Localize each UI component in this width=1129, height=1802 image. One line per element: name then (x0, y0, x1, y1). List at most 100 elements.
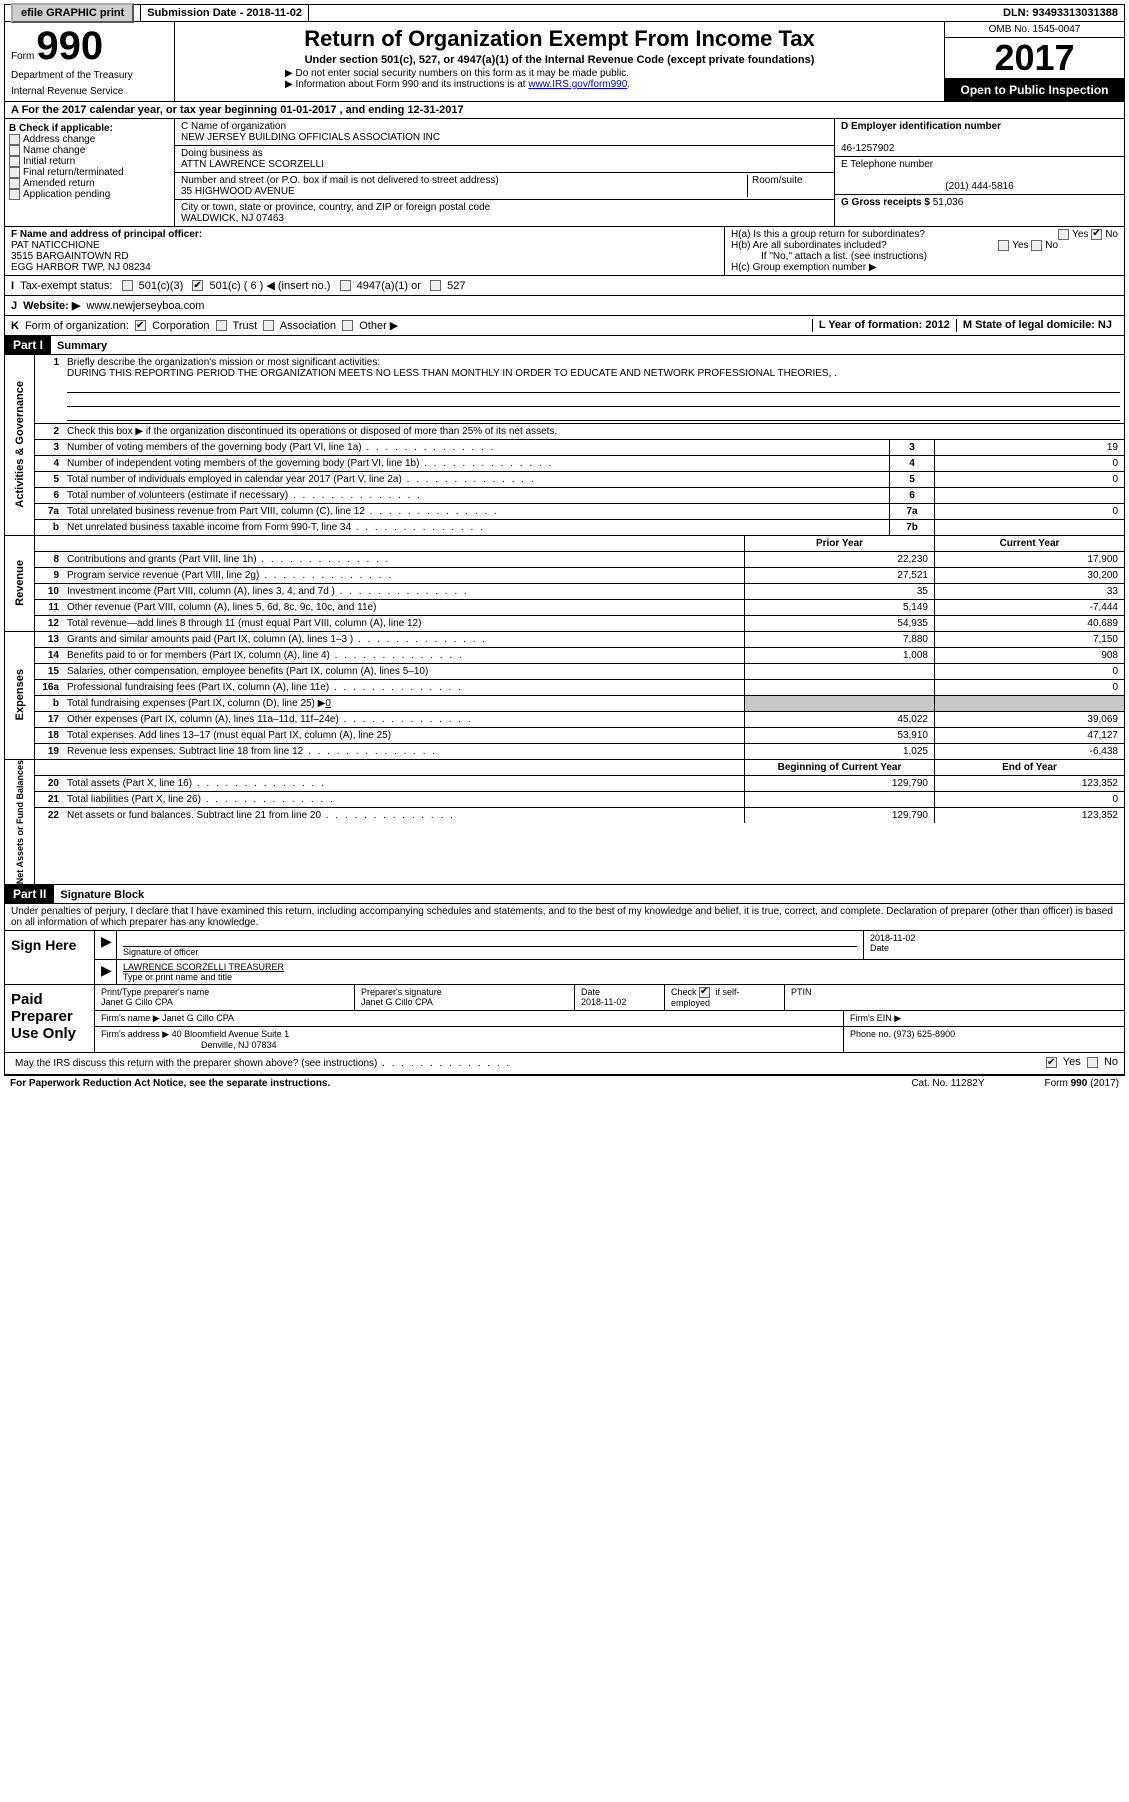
room-label: Room/suite (748, 175, 828, 197)
c-name-label: C Name of organization (181, 121, 286, 132)
side-netassets: Net Assets or Fund Balances (15, 760, 25, 884)
omb-number: OMB No. 1545-0047 (945, 22, 1124, 38)
bullet-ssn: ▶ Do not enter social security numbers o… (285, 68, 934, 79)
checkbox-checked[interactable] (699, 987, 710, 998)
phone: (201) 444-5816 (841, 181, 1118, 192)
checkbox[interactable] (9, 156, 20, 167)
paid-preparer-label: Paid Preparer Use Only (5, 985, 95, 1052)
hdr-curr: Current Year (934, 536, 1124, 551)
l18: Total expenses. Add lines 13–17 (must eq… (63, 728, 744, 743)
officer-addr2: EGG HARBOR TWP, NJ 08234 (11, 262, 151, 273)
checkbox-checked[interactable] (135, 320, 146, 331)
v3: 19 (934, 440, 1124, 455)
gross-receipts: 51,036 (933, 197, 964, 208)
l12: Total revenue—add lines 8 through 11 (mu… (63, 616, 744, 631)
sect-net-assets: Net Assets or Fund Balances Beginning of… (4, 760, 1125, 885)
checkbox[interactable] (342, 320, 353, 331)
irs-link[interactable]: www.IRS.gov/form990 (528, 79, 627, 90)
penalty-statement: Under penalties of perjury, I declare th… (4, 904, 1125, 931)
dept-treasury: Department of the Treasury (11, 70, 168, 81)
page-footer: For Paperwork Reduction Act Notice, see … (4, 1075, 1125, 1091)
open-inspection: Open to Public Inspection (945, 79, 1124, 101)
subtitle: Under section 501(c), 527, or 4947(a)(1)… (185, 54, 934, 66)
part2-header: Part IISignature Block (4, 885, 1125, 904)
ein: 46-1257902 (841, 143, 894, 154)
website: www.newjerseyboa.com (86, 300, 204, 312)
dba: ATTN LAWRENCE SCORZELLI (181, 159, 324, 170)
l1-label: Briefly describe the organization's miss… (67, 357, 380, 368)
checkbox[interactable] (9, 167, 20, 178)
arrow-icon: ▶ (101, 962, 112, 978)
v5: 0 (934, 472, 1124, 487)
sect-expenses: Expenses 13Grants and similar amounts pa… (4, 632, 1125, 760)
year-formation: L Year of formation: 2012 (812, 319, 956, 332)
hc-label: H(c) Group exemption number ▶ (731, 262, 1118, 273)
l16b: Total fundraising expenses (Part IX, col… (63, 696, 744, 711)
sign-here-block: Sign Here ▶ Signature of officer 2018-11… (4, 931, 1125, 985)
checkbox[interactable] (1087, 1057, 1098, 1068)
officer-addr1: 3515 BARGAINTOWN RD (11, 251, 129, 262)
e-label: E Telephone number (841, 159, 933, 170)
checkbox[interactable] (340, 280, 351, 291)
main-title: Return of Organization Exempt From Incom… (185, 26, 934, 52)
preparer-date: 2018-11-02 (581, 997, 626, 1007)
form-id: Form 990 (2017) (1045, 1078, 1119, 1089)
topbar: efile GRAPHIC print Submission Date - 20… (4, 4, 1125, 22)
checkbox[interactable] (1058, 229, 1069, 240)
hdr-end: End of Year (934, 760, 1124, 775)
preparer-name: Janet G Cillo CPA (101, 997, 173, 1007)
checkbox[interactable] (9, 134, 20, 145)
l20: Total assets (Part X, line 16) (63, 776, 744, 791)
checkbox-checked[interactable] (1091, 229, 1102, 240)
irs: Internal Revenue Service (11, 86, 168, 97)
l17: Other expenses (Part IX, column (A), lin… (63, 712, 744, 727)
officer-name: PAT NATICCHIONE (11, 240, 100, 251)
g-label: G Gross receipts $ (841, 197, 930, 208)
ha-label: H(a) Is this a group return for subordin… (731, 229, 925, 240)
print-name-label: Type or print name and title (123, 972, 232, 982)
checkbox-checked[interactable] (1046, 1057, 1057, 1068)
sect-activities: Activities & Governance 1 Briefly descri… (4, 355, 1125, 536)
checkbox[interactable] (998, 240, 1009, 251)
checkbox-checked[interactable] (192, 280, 203, 291)
h-note: If "No," attach a list. (see instruction… (731, 251, 1118, 262)
row-i: ITax-exempt status: 501(c)(3) 501(c) ( 6… (4, 276, 1125, 296)
side-revenue: Revenue (14, 560, 26, 606)
sign-here-label: Sign Here (5, 931, 95, 984)
sig-date: 2018-11-02 (870, 933, 915, 943)
side-activities: Activities & Governance (14, 381, 26, 508)
hdr-prior: Prior Year (744, 536, 934, 551)
addr-label: Number and street (or P.O. box if mail i… (181, 175, 499, 186)
l19: Revenue less expenses. Subtract line 18 … (63, 744, 744, 759)
side-expenses: Expenses (14, 669, 26, 720)
checkbox[interactable] (1031, 240, 1042, 251)
checkbox[interactable] (430, 280, 441, 291)
l11: Other revenue (Part VIII, column (A), li… (63, 600, 744, 615)
form-number: 990 (36, 26, 103, 66)
date-label: Date (870, 943, 889, 953)
cat-no: Cat. No. 11282Y (911, 1078, 984, 1089)
firm-ein-label: Firm's EIN ▶ (850, 1013, 901, 1023)
l7b: Net unrelated business taxable income fr… (63, 520, 889, 535)
v4: 0 (934, 456, 1124, 471)
l16a: Professional fundraising fees (Part IX, … (63, 680, 744, 695)
preparer-block: Paid Preparer Use Only Print/Type prepar… (4, 985, 1125, 1053)
street-address: 35 HIGHWOOD AVENUE (181, 186, 295, 197)
checkbox[interactable] (9, 189, 20, 200)
efile-button[interactable]: efile GRAPHIC print (5, 5, 141, 21)
row-j: JWebsite: ▶ www.newjerseyboa.com (4, 296, 1125, 316)
l13: Grants and similar amounts paid (Part IX… (63, 632, 744, 647)
checkbox[interactable] (216, 320, 227, 331)
checkbox[interactable] (9, 178, 20, 189)
tax-year: 2017 (945, 38, 1124, 79)
checkbox[interactable] (122, 280, 133, 291)
l22: Net assets or fund balances. Subtract li… (63, 808, 744, 823)
v6 (934, 488, 1124, 503)
l3: Number of voting members of the governin… (63, 440, 889, 455)
form-word: Form (11, 51, 34, 62)
paperwork-notice: For Paperwork Reduction Act Notice, see … (10, 1078, 330, 1089)
l9: Program service revenue (Part VIII, line… (63, 568, 744, 583)
checkbox[interactable] (9, 145, 20, 156)
checkbox[interactable] (263, 320, 274, 331)
l15: Salaries, other compensation, employee b… (63, 664, 744, 679)
